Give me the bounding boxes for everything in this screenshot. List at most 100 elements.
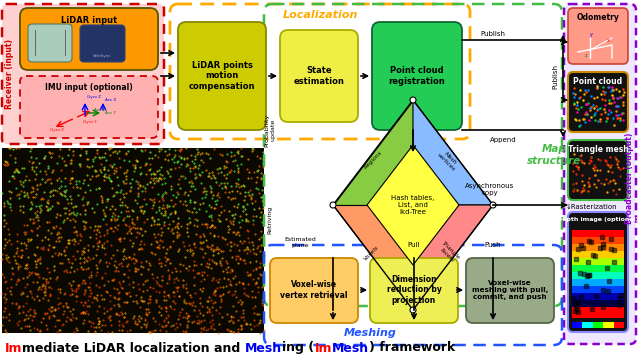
Text: Point cloud
registration: Point cloud registration	[388, 66, 445, 86]
Bar	[572, 265, 624, 268]
Text: LiDAR input: LiDAR input	[61, 16, 117, 25]
Text: Acc X: Acc X	[94, 108, 106, 112]
Text: Publish: Publish	[552, 64, 558, 89]
Polygon shape	[333, 100, 413, 205]
Bar	[572, 279, 624, 283]
FancyBboxPatch shape	[568, 140, 628, 200]
Text: Localization: Localization	[282, 10, 358, 20]
Text: Voxels: Voxels	[362, 245, 380, 262]
Text: Odometry: Odometry	[577, 13, 620, 22]
Circle shape	[330, 202, 336, 208]
Text: IMU input (optional): IMU input (optional)	[45, 83, 133, 92]
Text: Meshing: Meshing	[344, 328, 396, 338]
Text: y: y	[590, 32, 593, 37]
FancyBboxPatch shape	[80, 25, 125, 62]
Text: Publish: Publish	[480, 31, 505, 37]
Circle shape	[490, 202, 496, 208]
Bar	[572, 262, 624, 265]
Text: Gyro Y: Gyro Y	[83, 120, 97, 124]
Bar	[572, 310, 624, 314]
Text: Regions: Regions	[363, 150, 383, 170]
Text: Im: Im	[314, 341, 332, 355]
Text: Retriving: Retriving	[268, 206, 273, 234]
Text: Voxel-wise
vertex retrieval: Voxel-wise vertex retrieval	[280, 280, 348, 300]
Bar	[572, 241, 624, 244]
Bar	[582, 322, 593, 328]
Text: VeloSync: VeloSync	[93, 54, 111, 58]
Text: Mesh
vertices: Mesh vertices	[436, 148, 460, 172]
Bar	[572, 251, 624, 255]
Bar	[572, 255, 624, 258]
Bar	[572, 314, 624, 318]
Text: Acc Y: Acc Y	[105, 111, 116, 115]
Bar	[572, 300, 624, 304]
FancyBboxPatch shape	[372, 22, 462, 130]
Bar	[572, 276, 624, 279]
Text: z: z	[585, 53, 588, 58]
Bar	[572, 268, 624, 272]
Text: Mesh: Mesh	[245, 341, 282, 355]
Text: Map
structure: Map structure	[527, 144, 581, 166]
FancyBboxPatch shape	[568, 212, 628, 332]
Text: ing (: ing (	[282, 341, 314, 355]
Bar	[572, 286, 624, 289]
Text: LiDAR points
motion
compensation: LiDAR points motion compensation	[189, 61, 255, 91]
Bar	[2, 148, 264, 333]
Text: Im: Im	[5, 341, 22, 355]
Text: Triangle mesh: Triangle mesh	[568, 145, 628, 154]
Text: mediate LiDAR localization and: mediate LiDAR localization and	[22, 341, 245, 355]
Text: Dimension
reduction by
projection: Dimension reduction by projection	[387, 275, 442, 305]
Polygon shape	[413, 100, 493, 205]
Bar	[593, 322, 603, 328]
Bar	[614, 322, 624, 328]
FancyBboxPatch shape	[270, 258, 358, 323]
Bar	[572, 293, 624, 297]
Text: Acc Z: Acc Z	[105, 98, 116, 102]
Bar	[572, 247, 624, 251]
Text: Gyro X: Gyro X	[50, 128, 64, 132]
FancyBboxPatch shape	[568, 72, 628, 132]
Text: Point cloud: Point cloud	[573, 77, 623, 86]
Polygon shape	[333, 205, 413, 310]
Text: Mesh: Mesh	[332, 341, 369, 355]
Text: Append: Append	[490, 137, 516, 143]
Text: Asynchronous
copy: Asynchronous copy	[465, 183, 515, 196]
Polygon shape	[413, 205, 493, 310]
Text: Probability
update: Probability update	[264, 113, 275, 147]
Bar	[572, 283, 624, 286]
Bar	[572, 307, 624, 310]
Bar	[572, 244, 624, 247]
Text: Broadcaster (output): Broadcaster (output)	[625, 132, 634, 224]
FancyBboxPatch shape	[178, 22, 266, 130]
Circle shape	[410, 97, 416, 103]
Bar	[572, 258, 624, 262]
FancyBboxPatch shape	[280, 30, 358, 122]
Bar	[572, 272, 624, 276]
Bar	[572, 297, 624, 300]
Text: State
estimation: State estimation	[294, 66, 344, 86]
FancyBboxPatch shape	[466, 258, 554, 323]
Text: Voxel-wise
meshing with pull,
commit, and push: Voxel-wise meshing with pull, commit, an…	[472, 280, 548, 300]
Text: Pull: Pull	[408, 242, 420, 248]
Text: Estimated
plane: Estimated plane	[284, 237, 316, 248]
FancyBboxPatch shape	[2, 4, 164, 144]
Text: Depth image (optional): Depth image (optional)	[557, 217, 639, 222]
FancyBboxPatch shape	[20, 76, 158, 138]
FancyBboxPatch shape	[28, 24, 72, 62]
FancyBboxPatch shape	[568, 8, 628, 64]
Text: Receiver (input): Receiver (input)	[6, 39, 15, 109]
Bar	[572, 237, 624, 241]
Text: ↓Rasterization: ↓Rasterization	[566, 204, 618, 210]
Text: ) framework: ) framework	[369, 341, 455, 355]
FancyBboxPatch shape	[564, 4, 636, 344]
Text: Push: Push	[484, 242, 501, 248]
Bar	[572, 322, 582, 328]
FancyBboxPatch shape	[20, 8, 158, 70]
Polygon shape	[367, 145, 459, 265]
Text: Hash tables,
List, and
ikd-Tree: Hash tables, List, and ikd-Tree	[391, 195, 435, 215]
Bar	[572, 230, 624, 234]
Text: x: x	[607, 38, 610, 43]
Bar	[572, 234, 624, 237]
Circle shape	[410, 307, 416, 313]
Bar	[604, 322, 614, 328]
